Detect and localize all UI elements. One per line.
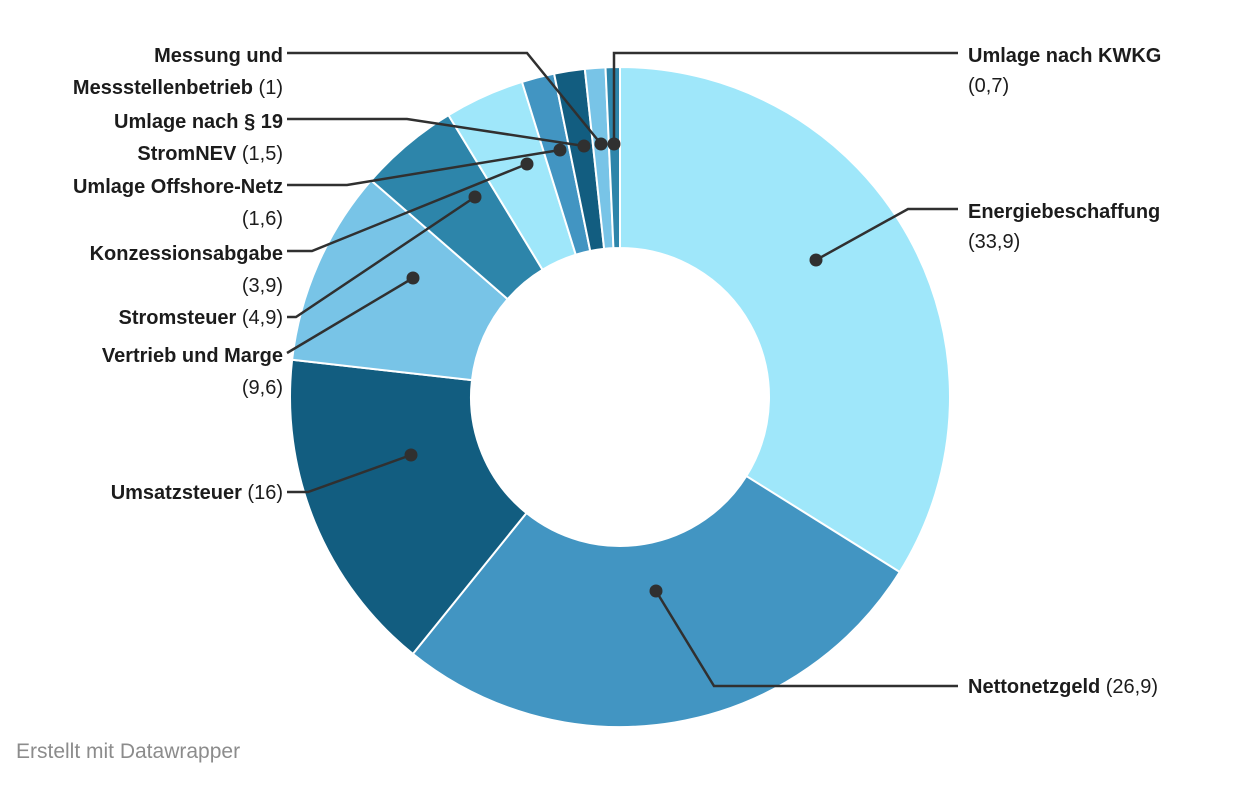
label-value: (16) — [241, 482, 283, 504]
leader-line — [287, 162, 528, 253]
label-value: (3,9) — [241, 275, 283, 297]
leader-dot — [607, 137, 621, 151]
slice-label-messung: Messung und Messstellenbetrieb (1) — [73, 40, 283, 104]
label-value: (0,7) — [968, 75, 1010, 97]
leader-dot — [649, 584, 663, 598]
slice-label-stromnev: Umlage nach § 19 StromNEV (1,5) — [114, 106, 283, 170]
slice-label-stromsteuer: Stromsteuer (4,9) — [119, 302, 284, 334]
slice-label-vertrieb: Vertrieb und Marge (9,6) — [102, 340, 283, 404]
leader-line — [287, 453, 412, 494]
slice-label-energiebeschaffung: Energiebeschaffung (33,9) — [968, 197, 1160, 257]
label-line: (33,9) — [968, 227, 1160, 257]
label-text: Stromsteuer — [118, 307, 237, 329]
slice-label-offshore: Umlage Offshore-Netz (1,6) — [73, 171, 283, 235]
label-value: (9,6) — [241, 377, 283, 399]
label-value: (1,5) — [236, 143, 283, 165]
label-line: (1,6) — [73, 203, 283, 235]
label-text: Umlage nach § 19 — [114, 111, 283, 133]
label-line: (0,7) — [968, 71, 1161, 101]
label-line: Vertrieb und Marge — [102, 340, 283, 372]
label-text: Vertrieb und Marge — [101, 345, 283, 367]
leader-dot — [577, 139, 591, 153]
label-text: Messstellenbetrieb — [72, 77, 253, 99]
label-line: Umsatzsteuer (16) — [111, 477, 283, 509]
datawrapper-attribution[interactable]: Erstellt mit Datawrapper — [16, 740, 241, 763]
label-value: (26,9) — [1100, 676, 1159, 698]
label-line: Messstellenbetrieb (1) — [73, 72, 283, 104]
leader-line — [654, 590, 958, 688]
slice-label-konzessionsabgabe: Konzessionsabgabe (3,9) — [90, 238, 283, 302]
label-line: (9,6) — [102, 372, 283, 404]
leader-line — [286, 276, 414, 355]
label-line: (3,9) — [90, 270, 283, 302]
leader-lines-group — [286, 51, 958, 688]
label-text: Messung und — [154, 45, 283, 67]
label-value: (1,6) — [241, 208, 283, 230]
label-line: Umlage Offshore-Netz — [73, 171, 283, 203]
pie-slice-10[interactable] — [604, 66, 621, 250]
leader-line — [612, 51, 958, 144]
label-text: Umlage nach KWKG — [968, 45, 1162, 67]
label-value: (33,9) — [968, 231, 1021, 253]
pie-slice-1[interactable] — [619, 66, 951, 574]
label-value: (1) — [253, 77, 283, 99]
pie-slice-3[interactable] — [289, 358, 528, 655]
label-text: Nettonetzgeld — [968, 676, 1101, 698]
leader-line — [287, 117, 585, 148]
slice-label-nettonetzgeld: Nettonetzgeld (26,9) — [968, 672, 1158, 702]
leader-dot — [553, 143, 567, 157]
label-value: (4,9) — [236, 307, 283, 329]
slice-label-kwkg: Umlage nach KWKG (0,7) — [968, 41, 1161, 101]
leader-dot — [406, 271, 420, 285]
leader-dot — [404, 448, 418, 462]
label-text: StromNEV — [137, 143, 237, 165]
leader-dot — [468, 190, 482, 204]
label-line: StromNEV (1,5) — [114, 138, 283, 170]
leader-dot — [594, 137, 608, 151]
slice-label-umsatzsteuer: Umsatzsteuer (16) — [111, 477, 283, 509]
label-text: Konzessionsabgabe — [89, 243, 283, 265]
label-line: Konzessionsabgabe — [90, 238, 283, 270]
pie-slice-4[interactable] — [291, 179, 509, 382]
leader-line — [287, 195, 476, 319]
label-text: Umlage Offshore-Netz — [72, 176, 283, 198]
leader-line — [815, 207, 958, 262]
label-text: Umsatzsteuer — [110, 482, 242, 504]
pie-slice-2[interactable] — [411, 475, 901, 728]
label-line: Energiebeschaffung — [968, 197, 1160, 227]
leader-dot — [520, 157, 534, 171]
leader-line — [287, 148, 561, 187]
leader-dot — [809, 253, 823, 267]
label-line: Messung und — [73, 40, 283, 72]
label-line: Umlage nach § 19 — [114, 106, 283, 138]
pie-slices-group — [289, 66, 951, 728]
label-line: Umlage nach KWKG — [968, 41, 1161, 71]
label-line: Nettonetzgeld (26,9) — [968, 672, 1158, 702]
leader-line — [287, 51, 602, 145]
label-text: Energiebeschaffung — [968, 201, 1161, 223]
label-line: Stromsteuer (4,9) — [119, 302, 284, 334]
